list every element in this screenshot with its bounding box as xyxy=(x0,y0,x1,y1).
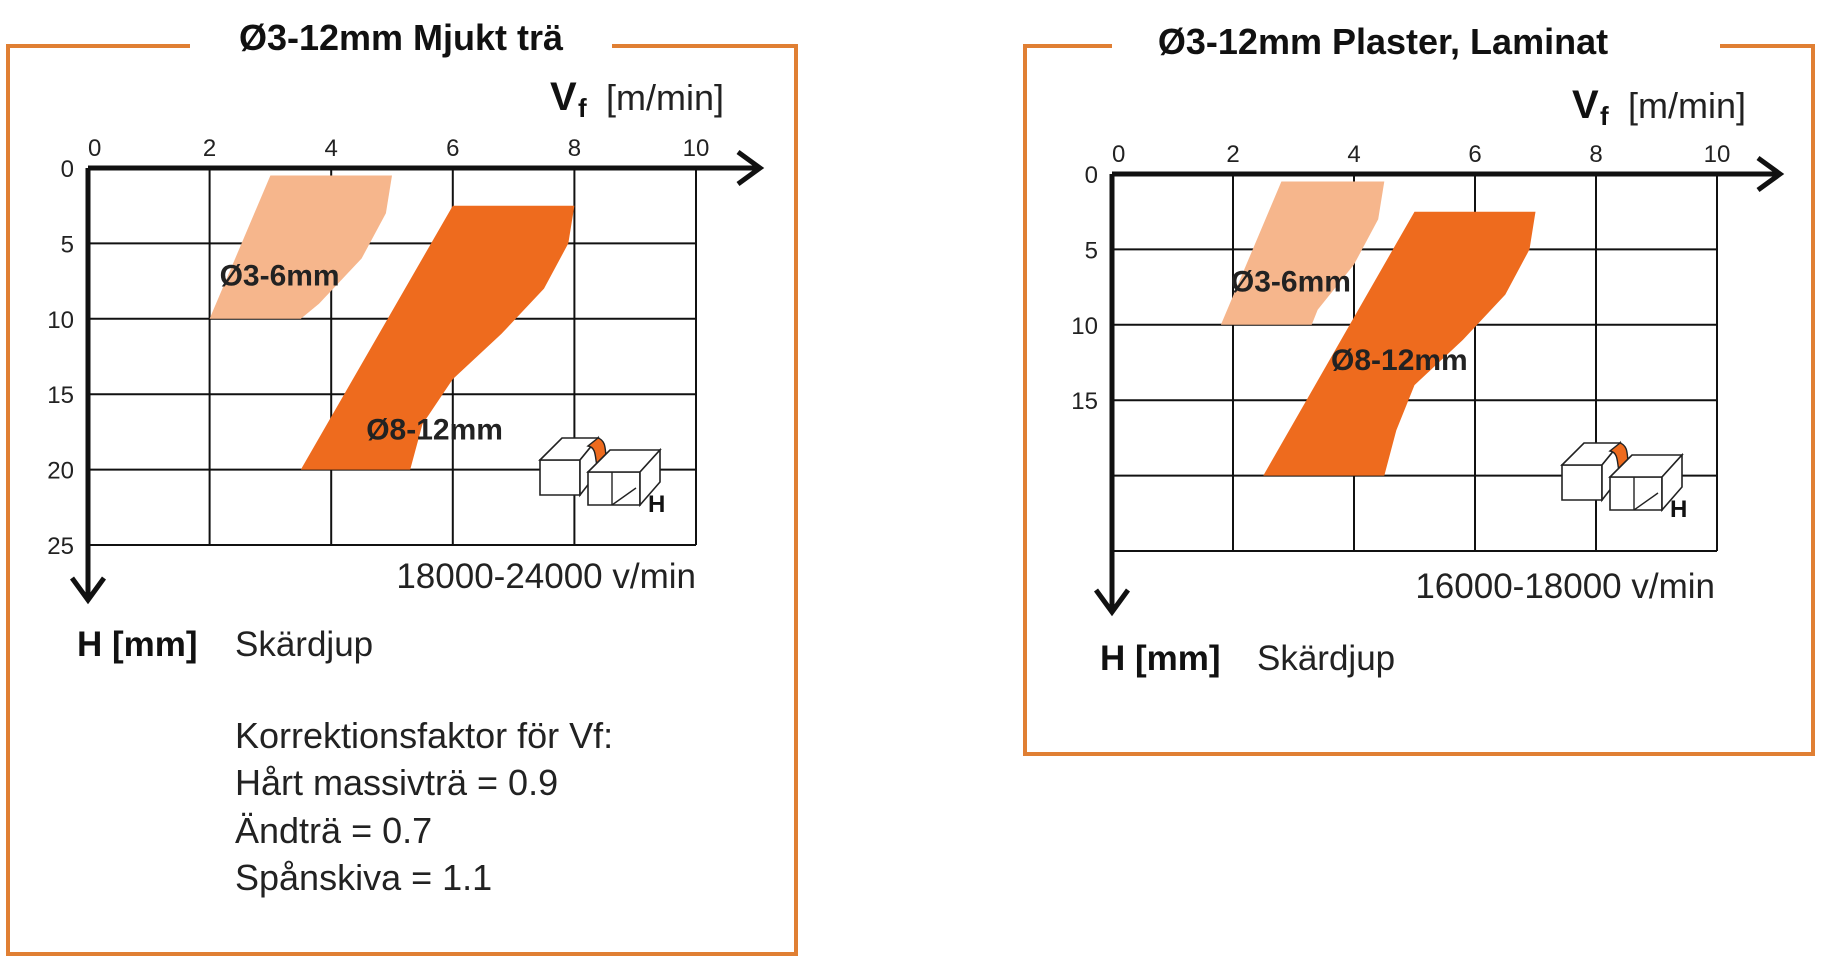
x-tick-label: 2 xyxy=(203,135,216,162)
correction-line: Ändträ = 0.7 xyxy=(235,810,432,851)
cutter-icon-depth-mark xyxy=(611,487,637,506)
cutter-icon-block-left xyxy=(539,459,581,496)
cutter-icon-h-letter: H xyxy=(1670,496,1687,523)
bands: Ø3-6mm Ø8-12mm xyxy=(1220,181,1536,476)
panel-title: Ø3-12mm Mjukt trä xyxy=(239,17,564,58)
y-axis-label-bold: H [mm] xyxy=(77,625,198,664)
x-tick-labels: 0 2 4 6 8 10 xyxy=(1112,141,1730,168)
x-tick-label: 0 xyxy=(88,135,101,162)
x-tick-label: 6 xyxy=(1468,141,1481,168)
x-axis-arrow xyxy=(736,149,765,187)
x-axis-unit: [m/min] xyxy=(606,77,724,118)
x-axis-symbol: V xyxy=(550,75,577,119)
correction-line: Hårt massivträ = 0.9 xyxy=(235,762,558,803)
series-label: Ø3-6mm xyxy=(1231,266,1351,299)
y-tick-label: 5 xyxy=(1085,237,1098,264)
cutter-icon-block-right xyxy=(1609,476,1663,511)
cutter-icon-block-right-side xyxy=(1661,452,1683,513)
x-tick-label: 8 xyxy=(1589,141,1602,168)
correction-heading: Korrektionsfaktor för Vf: xyxy=(235,715,613,756)
x-tick-label: 2 xyxy=(1226,141,1239,168)
y-tick-label: 15 xyxy=(1071,388,1098,415)
x-tick-label: 8 xyxy=(568,135,581,162)
x-tick-label: 10 xyxy=(1704,141,1731,168)
panel-title: Ø3-12mm Plaster, Laminat xyxy=(1158,21,1608,62)
cutter-icon-h-letter: H xyxy=(648,491,665,518)
y-tick-label: 0 xyxy=(61,156,74,183)
y-tick-label: 10 xyxy=(47,307,74,334)
correction-line: Spånskiva = 1.1 xyxy=(235,857,492,898)
band-3-6mm xyxy=(1220,181,1385,325)
series-label: Ø8-12mm xyxy=(366,413,503,446)
x-tick-labels: 0 2 4 6 8 10 xyxy=(88,135,709,162)
y-tick-label: 10 xyxy=(1071,313,1098,340)
series-label: Ø8-12mm xyxy=(1331,344,1468,377)
y-axis-label-bold: H [mm] xyxy=(1100,639,1221,678)
x-axis-subscript: f xyxy=(578,93,587,123)
x-axis-arrow xyxy=(1756,155,1785,193)
x-tick-label: 4 xyxy=(325,135,338,162)
axes xyxy=(1093,155,1785,617)
cutting-profile-icon: H xyxy=(538,435,665,518)
band-8-12mm xyxy=(1263,211,1536,476)
y-tick-label: 0 xyxy=(1085,162,1098,189)
y-tick-labels: 0 5 10 15 xyxy=(1071,162,1098,415)
y-tick-labels: 0 5 10 15 20 25 xyxy=(47,156,74,560)
y-tick-label: 25 xyxy=(47,533,74,560)
cutter-icon-block-right-side xyxy=(639,447,661,508)
rpm-label: 16000-18000 v/min xyxy=(1415,567,1715,606)
cutter-icon-depth-mark xyxy=(1633,492,1659,511)
y-axis-arrow xyxy=(1093,588,1131,617)
panel-frame xyxy=(1023,44,1815,756)
x-tick-label: 6 xyxy=(446,135,459,162)
rpm-label: 18000-24000 v/min xyxy=(396,557,696,596)
x-tick-label: 10 xyxy=(683,135,710,162)
band-8-12mm xyxy=(300,205,575,470)
x-tick-label: 4 xyxy=(1347,141,1360,168)
y-tick-label: 15 xyxy=(47,382,74,409)
cutter-icon-block-left xyxy=(1561,464,1603,501)
x-axis-symbol: V xyxy=(1572,83,1599,127)
series-label: Ø3-6mm xyxy=(220,260,340,293)
y-axis-arrow xyxy=(69,576,107,605)
axes xyxy=(69,149,765,605)
x-tick-label: 0 xyxy=(1112,141,1125,168)
bands: Ø3-6mm Ø8-12mm xyxy=(209,175,575,470)
y-tick-label: 5 xyxy=(61,231,74,258)
panel-frame xyxy=(6,44,798,956)
band-3-6mm xyxy=(209,175,392,319)
y-axis-label: Skärdjup xyxy=(1257,639,1395,678)
panel-plaster-laminat: Ø3-12mm Plaster, Laminat Ø3-6mm Ø8-12mm 0… xyxy=(1023,21,1815,756)
y-axis-label: Skärdjup xyxy=(235,625,373,664)
y-tick-label: 20 xyxy=(47,458,74,485)
cutter-icon-block-right xyxy=(587,471,641,506)
cutting-profile-icon: H xyxy=(1560,440,1687,523)
x-axis-subscript: f xyxy=(1600,101,1609,131)
x-axis-unit: [m/min] xyxy=(1628,85,1746,126)
